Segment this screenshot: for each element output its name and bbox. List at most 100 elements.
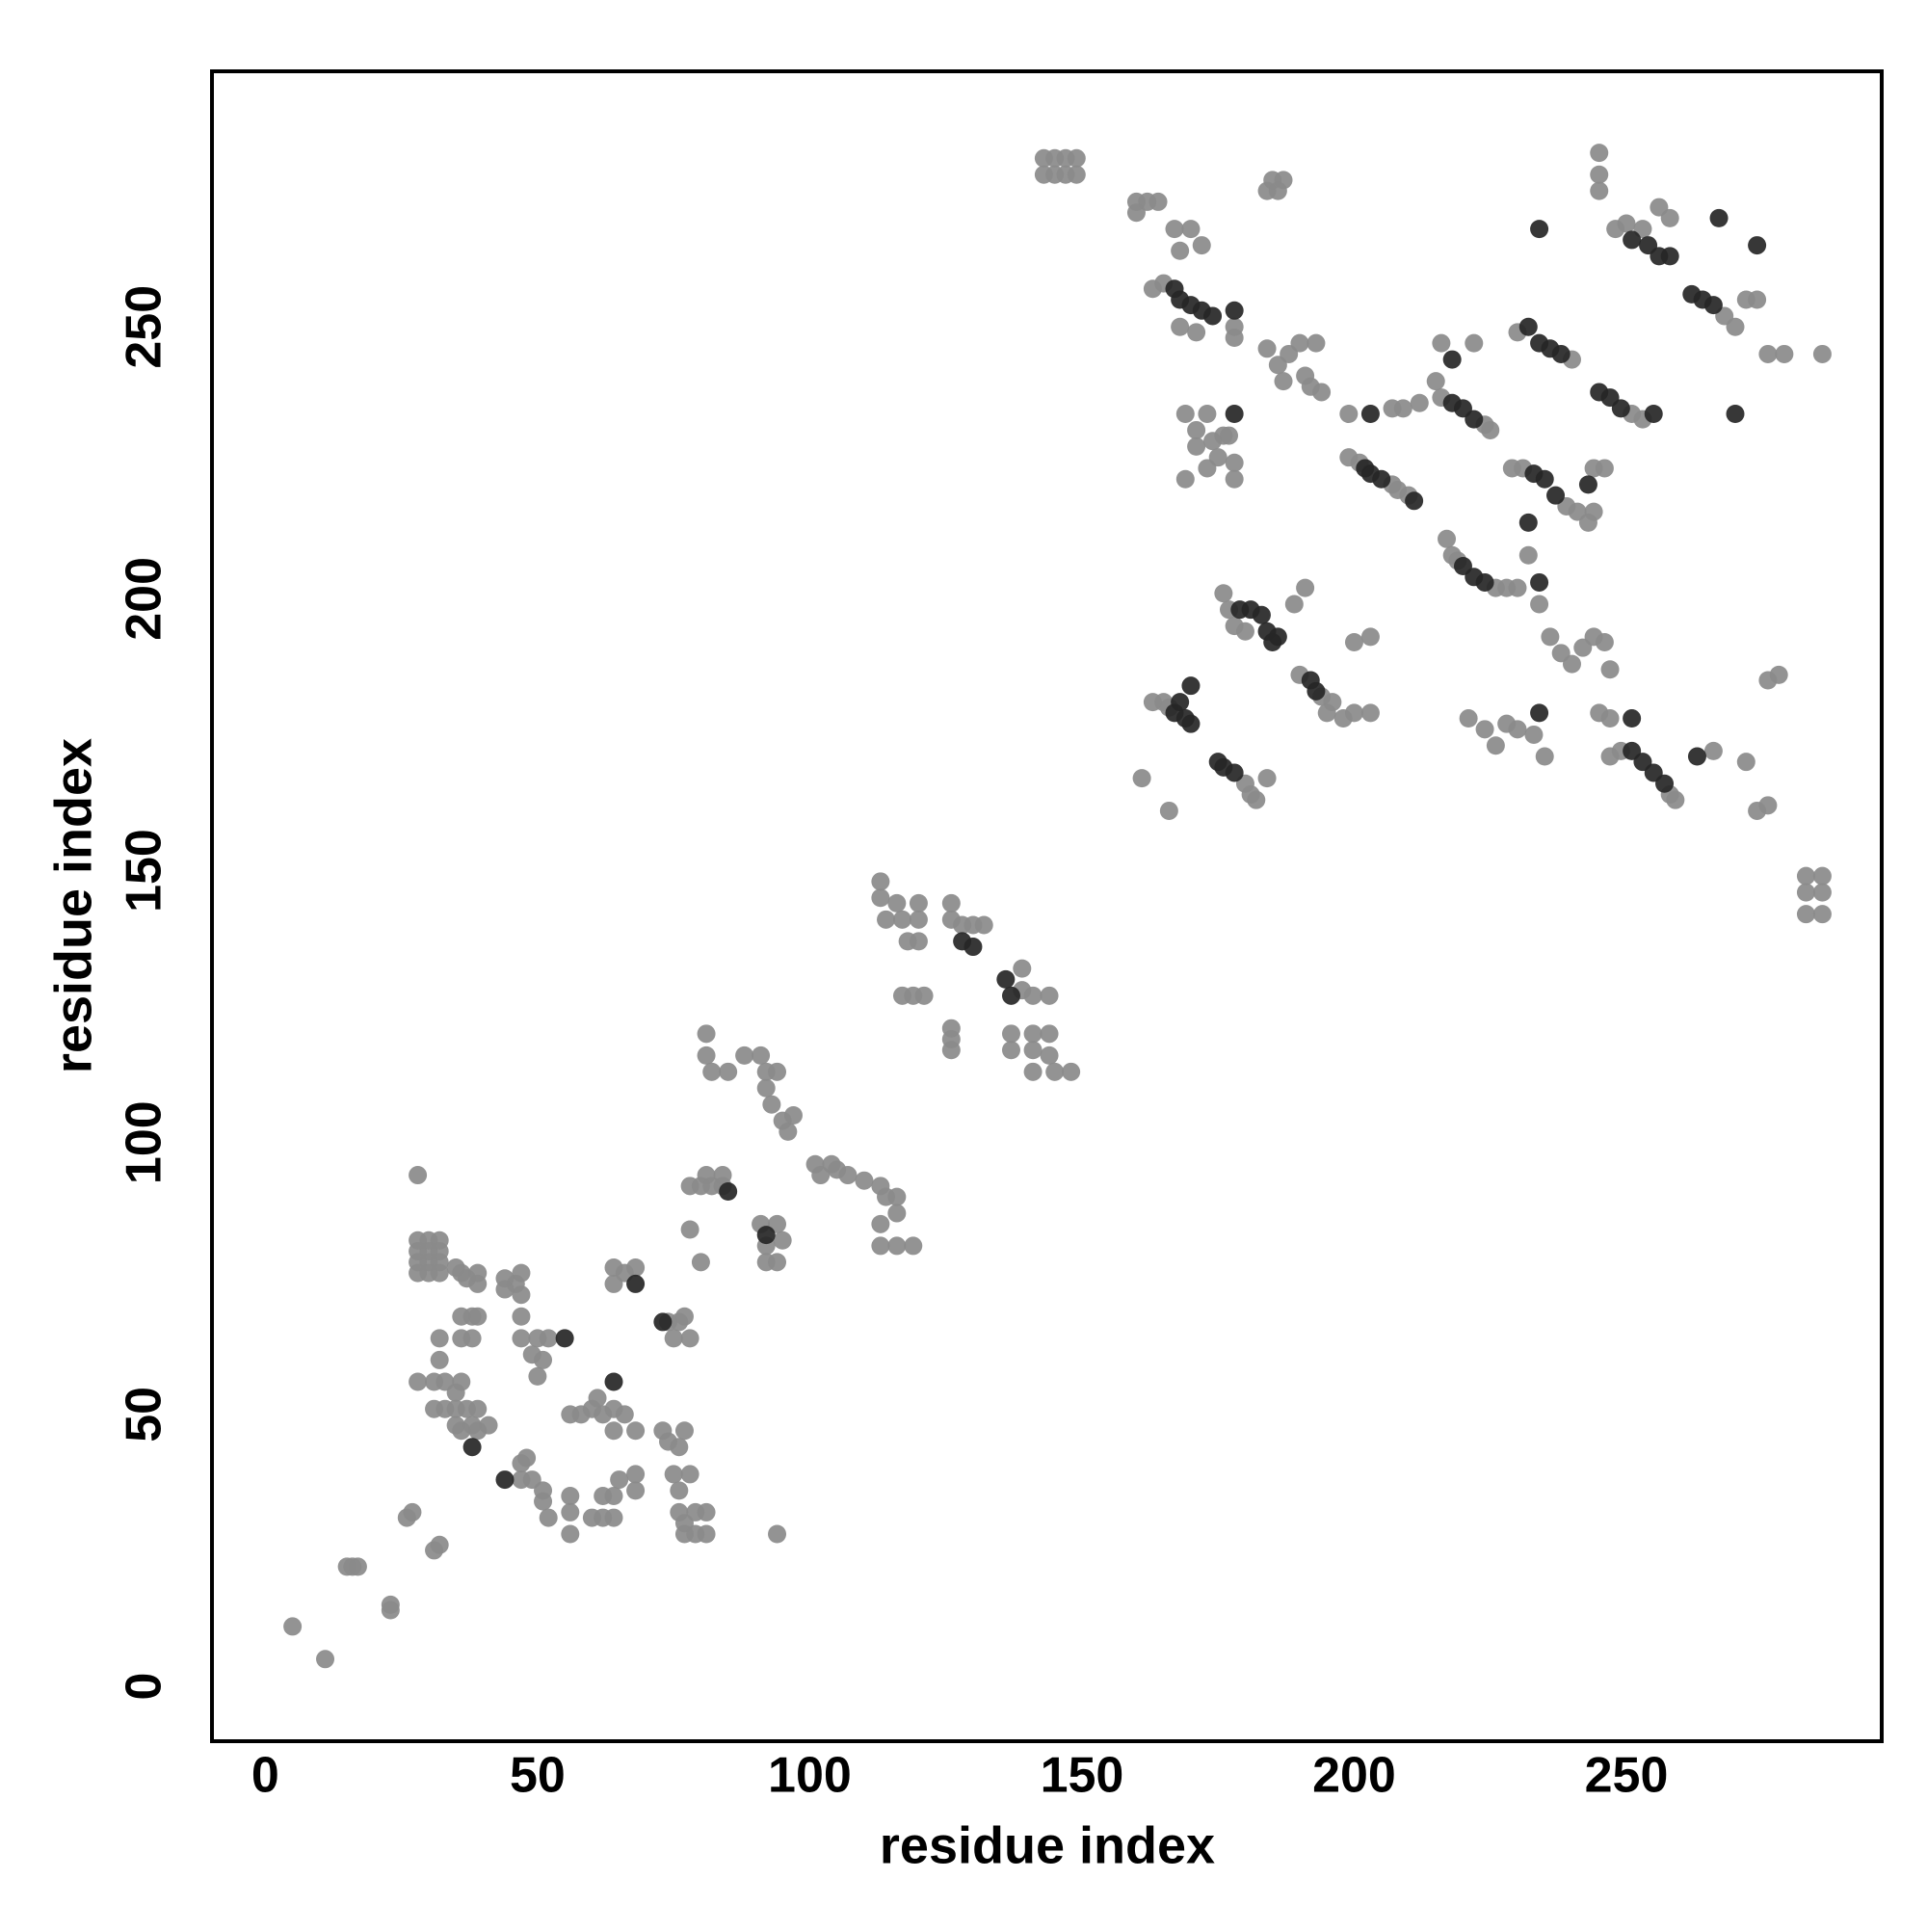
point — [604, 1421, 623, 1441]
point — [1812, 344, 1832, 363]
point — [1252, 605, 1271, 624]
point — [871, 872, 890, 891]
point — [1372, 469, 1391, 489]
point — [768, 1062, 787, 1081]
plot-frame — [210, 69, 1884, 1743]
point — [1171, 241, 1190, 260]
point — [610, 1470, 629, 1490]
y-tick-label: 100 — [117, 1100, 172, 1184]
point — [974, 915, 993, 935]
point — [697, 1024, 716, 1044]
point — [1023, 986, 1043, 1005]
point — [909, 893, 928, 913]
point — [430, 1329, 449, 1348]
point — [381, 1601, 400, 1620]
point — [1595, 633, 1614, 652]
point — [762, 1095, 781, 1114]
point — [887, 1187, 907, 1206]
point — [1590, 165, 1609, 184]
point — [1339, 405, 1359, 424]
point — [446, 1383, 465, 1402]
point — [1203, 306, 1223, 326]
point — [1165, 220, 1184, 239]
point — [626, 1481, 646, 1500]
point — [887, 893, 907, 913]
point — [909, 910, 928, 929]
point — [1475, 572, 1494, 592]
point — [1508, 578, 1527, 597]
point — [702, 1062, 722, 1081]
point — [1290, 333, 1309, 353]
y-tick-label: 150 — [117, 829, 172, 913]
point — [691, 1253, 710, 1272]
point — [539, 1329, 558, 1348]
point — [909, 932, 928, 951]
point — [838, 1166, 858, 1185]
point — [1023, 1062, 1043, 1081]
point — [316, 1650, 335, 1669]
y-tick-label: 0 — [117, 1673, 172, 1701]
point — [1393, 399, 1412, 418]
point — [1518, 545, 1538, 565]
point — [697, 1502, 716, 1522]
point — [670, 1438, 689, 1457]
point — [674, 1307, 694, 1326]
point — [1459, 709, 1478, 728]
point — [1225, 405, 1244, 424]
point — [1187, 323, 1206, 342]
point — [1040, 1024, 1059, 1044]
x-tick-label: 150 — [1041, 1748, 1124, 1804]
point — [1530, 595, 1549, 614]
point — [1617, 214, 1636, 233]
point — [1001, 986, 1020, 1005]
point — [756, 1078, 776, 1098]
point — [1590, 144, 1609, 163]
point — [1023, 1041, 1043, 1060]
point — [1214, 426, 1233, 445]
point — [1307, 333, 1326, 353]
point — [1736, 753, 1755, 772]
point — [1225, 301, 1244, 320]
point — [1159, 801, 1178, 820]
y-tick-label: 250 — [117, 285, 172, 369]
point — [964, 938, 983, 957]
point — [664, 1465, 683, 1484]
point — [512, 1329, 531, 1348]
point — [941, 893, 961, 913]
point — [604, 1372, 623, 1391]
y-tick-label: 200 — [117, 557, 172, 641]
point — [664, 1329, 683, 1348]
point — [1410, 393, 1429, 412]
point — [697, 1045, 716, 1065]
point — [348, 1557, 367, 1576]
point — [522, 1345, 541, 1364]
point — [283, 1617, 303, 1636]
point — [1126, 203, 1146, 223]
point — [479, 1416, 498, 1435]
point — [1687, 747, 1706, 766]
points — [283, 144, 1832, 1669]
point — [1360, 627, 1380, 647]
point — [1465, 333, 1484, 353]
point — [877, 910, 896, 929]
point — [1703, 296, 1723, 315]
point — [1546, 486, 1566, 505]
point — [1187, 437, 1206, 456]
point — [1181, 220, 1201, 239]
point — [1508, 720, 1527, 739]
point — [1296, 578, 1315, 597]
point — [680, 1465, 700, 1484]
point — [674, 1514, 694, 1533]
point — [1067, 165, 1086, 184]
point — [1171, 693, 1190, 712]
point — [1344, 703, 1363, 723]
x-tick-label: 200 — [1312, 1748, 1396, 1804]
x-tick-label: 250 — [1585, 1748, 1669, 1804]
point — [462, 1329, 482, 1348]
point — [1175, 469, 1195, 489]
point — [1758, 796, 1778, 815]
point — [1175, 405, 1195, 424]
point — [904, 1236, 923, 1256]
